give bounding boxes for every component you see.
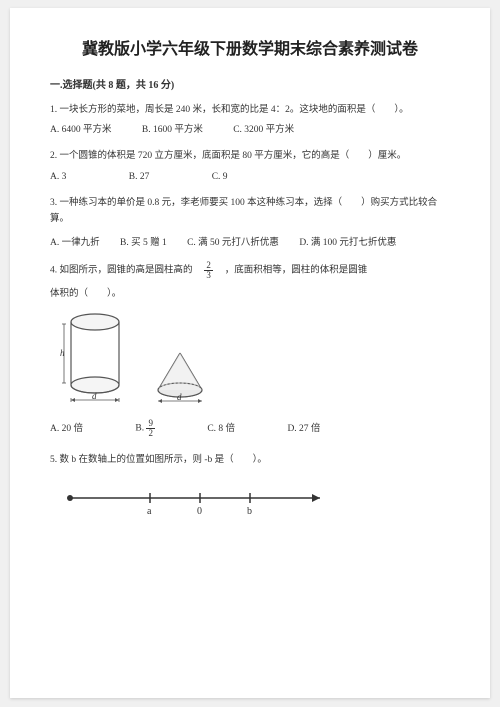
q4-optb-den: 2: [146, 429, 155, 438]
q3-opt-c: C. 满 50 元打八折优惠: [187, 235, 279, 251]
q4-optb-label: B.: [135, 424, 144, 434]
q3-options: A. 一律九折 B. 买 5 赠 1 C. 满 50 元打八折优惠 D. 满 1…: [50, 235, 450, 251]
q4-opt-d: D. 27 倍: [287, 421, 320, 437]
q4-optb-frac: 9 2: [146, 419, 155, 438]
q4-opt-a: A. 20 倍: [50, 421, 83, 437]
q2-text: 2. 一个圆锥的体积是 720 立方厘米，底面积是 80 平方厘米，它的高是（ …: [50, 148, 450, 164]
q4-opt-b: B. 9 2: [135, 419, 155, 438]
q1-opt-c: C. 3200 平方米: [233, 122, 294, 138]
section-header: 一.选择题(共 8 题，共 16 分): [50, 77, 450, 94]
q3-opt-b: B. 买 5 赠 1: [120, 235, 167, 251]
q3-opt-a: A. 一律九折: [50, 235, 100, 251]
q3-opt-d: D. 满 100 元打七折优惠: [299, 235, 396, 251]
q4-fraction: 2 3: [204, 261, 213, 280]
svg-text:h: h: [60, 348, 65, 358]
cone-figure: d: [150, 345, 210, 405]
q4-frac-den: 3: [204, 271, 213, 280]
q2-options: A. 3 B. 27 C. 9: [50, 169, 450, 185]
question-2: 2. 一个圆锥的体积是 720 立方厘米，底面积是 80 平方厘米，它的高是（ …: [50, 148, 450, 184]
q2-opt-c: C. 9: [212, 169, 228, 185]
q4-line2: 体积的（ ）。: [50, 286, 450, 302]
q4-figures: h d d: [60, 310, 450, 405]
svg-text:d: d: [177, 392, 182, 402]
exam-page: 冀教版小学六年级下册数学期末综合素养测试卷 一.选择题(共 8 题，共 16 分…: [10, 8, 490, 698]
q2-opt-a: A. 3: [50, 169, 66, 185]
q1-opt-b: B. 1600 平方米: [142, 122, 203, 138]
q1-text: 1. 一块长方形的菜地，周长是 240 米，长和宽的比是 4：2。这块地的面积是…: [50, 102, 450, 118]
q2-opt-b: B. 27: [129, 169, 150, 185]
question-4: 4. 如图所示，圆锥的高是圆柱高的 2 3 ，底面积相等，圆柱的体积是圆锥 体积…: [50, 261, 450, 438]
nl-label-b: b: [247, 506, 252, 517]
q1-opt-a: A. 6400 平方米: [50, 122, 112, 138]
question-5: 5. 数 b 在数轴上的位置如图所示，则 -b 是（ ）。 a 0 b: [50, 452, 450, 520]
nl-label-0: 0: [197, 506, 202, 517]
q4-text2: ，底面积相等，圆柱的体积是圆锥: [215, 266, 367, 276]
number-line-figure: a 0 b: [60, 480, 340, 520]
q4-text1: 4. 如图所示，圆锥的高是圆柱高的: [50, 266, 202, 276]
q4-line1: 4. 如图所示，圆锥的高是圆柱高的 2 3 ，底面积相等，圆柱的体积是圆锥: [50, 261, 450, 280]
question-3: 3. 一种练习本的单价是 0.8 元，李老师要买 100 本这种练习本，选择（ …: [50, 195, 450, 251]
nl-label-a: a: [147, 506, 152, 517]
exam-title: 冀教版小学六年级下册数学期末综合素养测试卷: [50, 36, 450, 63]
q1-options: A. 6400 平方米 B. 1600 平方米 C. 3200 平方米: [50, 122, 450, 138]
q4-opt-c: C. 8 倍: [207, 421, 235, 437]
cylinder-figure: h d: [60, 310, 130, 405]
svg-text:d: d: [92, 391, 97, 401]
q3-text: 3. 一种练习本的单价是 0.8 元，李老师要买 100 本这种练习本，选择（ …: [50, 195, 450, 227]
question-1: 1. 一块长方形的菜地，周长是 240 米，长和宽的比是 4：2。这块地的面积是…: [50, 102, 450, 138]
q5-text: 5. 数 b 在数轴上的位置如图所示，则 -b 是（ ）。: [50, 452, 450, 468]
q4-options: A. 20 倍 B. 9 2 C. 8 倍 D. 27 倍: [50, 419, 450, 438]
